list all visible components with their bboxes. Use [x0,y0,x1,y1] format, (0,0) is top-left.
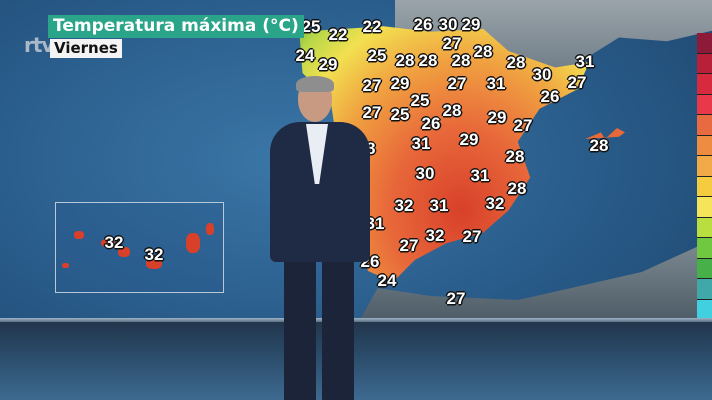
studio-floor-edge [0,318,712,324]
temperature-label: 32 [485,194,505,213]
temperature-label: 30 [532,65,552,84]
legend-swatch [697,135,712,156]
legend-swatch [697,94,712,115]
temperature-label: 28 [418,51,438,70]
legend-swatch [697,299,712,320]
temperature-label: 25 [390,105,410,124]
temperature-label: 25 [410,91,430,110]
temperature-label: 27 [362,76,382,95]
temperature-label: 27 [462,227,482,246]
temperature-label: 30 [438,15,458,34]
temperature-label: 29 [487,108,507,127]
legend-swatch [697,115,712,136]
temperature-label-canarias: 32 [144,245,164,264]
temperature-label: 22 [328,25,348,44]
temperature-label: 31 [575,52,595,71]
temperature-color-legend [697,33,712,320]
legend-swatch [697,74,712,95]
temperature-label: 29 [318,55,338,74]
legend-swatch [697,33,712,54]
temperature-label: 28 [442,101,462,120]
temperature-label-canarias: 32 [104,233,124,252]
weather-presenter [268,76,372,400]
legend-swatch [697,53,712,74]
temperature-label: 27 [399,236,419,255]
temperature-label: 27 [513,116,533,135]
day-label: Viernes [50,39,122,58]
temperature-label: 27 [362,103,382,122]
temperature-label: 28 [505,147,525,166]
legend-swatch [697,156,712,177]
legend-swatch [697,238,712,259]
temperature-label: 25 [367,46,387,65]
temperature-label: 29 [390,74,410,93]
temperature-label: 31 [411,134,431,153]
temperature-label: 28 [473,42,493,61]
temperature-label: 27 [446,289,466,308]
map-title: Temperatura máxima (°C) [48,15,304,38]
temperature-label: 27 [447,74,467,93]
temperature-label: 25 [301,17,321,36]
legend-swatch [697,258,712,279]
temperature-label: 29 [461,15,481,34]
canary-islands-inset [55,202,224,293]
temperature-label: 26 [421,114,441,133]
temperature-label: 24 [377,271,397,290]
legend-swatch [697,197,712,218]
temperature-label: 26 [540,87,560,106]
temperature-label: 32 [425,226,445,245]
legend-swatch [697,279,712,300]
temperature-label: 24 [295,46,315,65]
temperature-label: 27 [442,34,462,53]
legend-swatch [697,217,712,238]
studio-floor-reflection [0,322,712,400]
temperature-label: 28 [451,51,471,70]
temperature-label: 28 [507,179,527,198]
temperature-label: 28 [506,53,526,72]
temperature-label: 29 [459,130,479,149]
temperature-label: 31 [429,196,449,215]
temperature-label: 31 [486,74,506,93]
legend-swatch [697,176,712,197]
temperature-label: 30 [415,164,435,183]
temperature-label: 27 [567,73,587,92]
temperature-label: 31 [470,166,490,185]
temperature-label: 22 [362,17,382,36]
temperature-label: 31 [365,214,385,233]
temperature-label-baleares: 28 [589,136,609,155]
temperature-label: 32 [394,196,414,215]
temperature-label: 26 [413,15,433,34]
temperature-label: 28 [395,51,415,70]
